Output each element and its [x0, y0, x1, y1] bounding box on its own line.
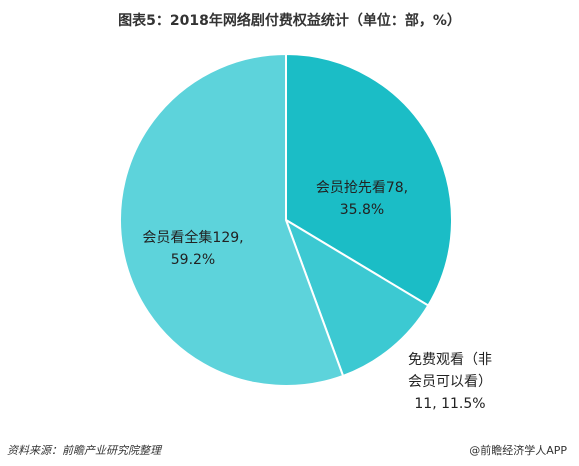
slice-label-line: 35.8% [340, 202, 384, 218]
pie-slice-3 [119, 52, 345, 387]
slice-label-line: 会员看全集129, [142, 229, 243, 246]
slice-label-line: 会员可以看） [408, 374, 492, 390]
brand-credit: @前瞻经济学人APP [469, 444, 567, 457]
slice-label-3: 会员看全集129, 59.2% [142, 229, 243, 268]
slice-label-2: 免费观看（非会员可以看） 11, 11.5% [408, 352, 492, 412]
pie-slice-2 [284, 217, 430, 378]
slice-label-line: 免费观看（非 [408, 352, 492, 368]
source-note: 资料来源：前瞻产业研究院整理 [7, 444, 161, 457]
slice-label-1: 会员抢先看78, 35.8% [316, 179, 408, 218]
chart-title: 图表5：2018年网络剧付费权益统计（单位：部，%） [118, 13, 461, 29]
slice-label-line: 11, 11.5% [414, 396, 485, 412]
slice-label-line: 会员抢先看78, [316, 179, 408, 196]
slice-label-line: 59.2% [171, 252, 215, 268]
pie-slice-1 [285, 52, 453, 307]
